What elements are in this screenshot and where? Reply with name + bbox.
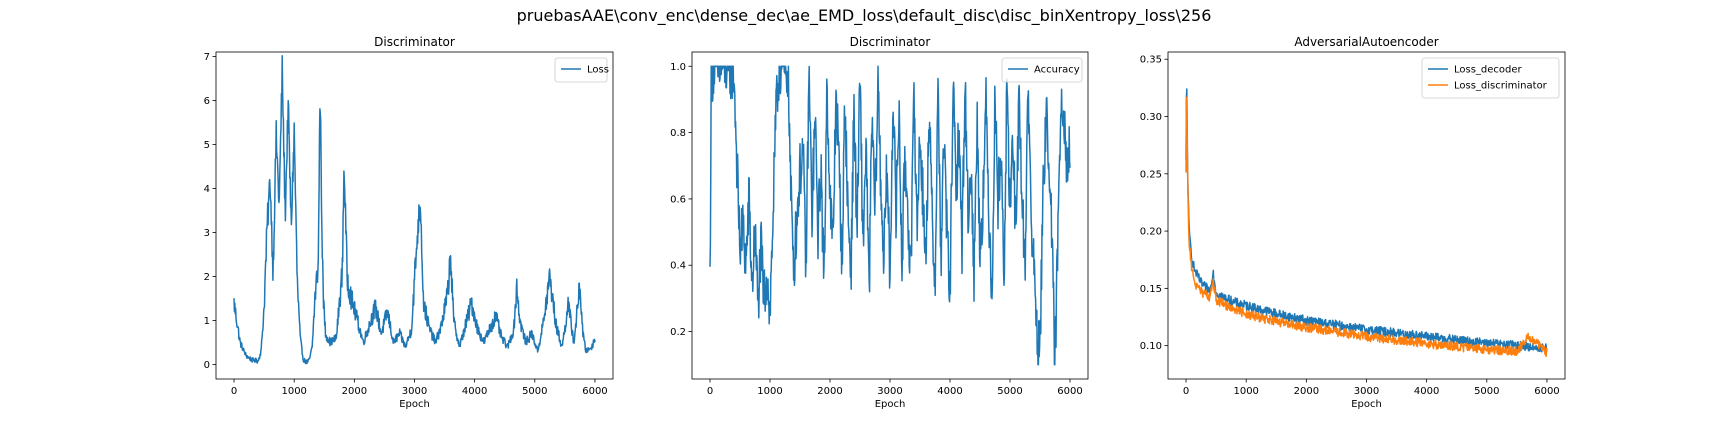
chart-title: Discriminator: [374, 35, 455, 49]
x-tick-label: 2000: [817, 386, 842, 397]
y-tick-label: 1: [204, 316, 210, 327]
y-tick-label: 3: [204, 228, 210, 239]
series-line-loss-discriminator: [1185, 96, 1548, 358]
series-line-loss: [233, 54, 596, 365]
legend-label: Accuracy: [1034, 65, 1080, 76]
x-tick-label: 3000: [877, 386, 902, 397]
x-tick-label: 0: [707, 386, 713, 397]
legend-box: [554, 57, 608, 83]
legend-box: [1001, 57, 1083, 83]
y-tick-label: 2: [204, 272, 210, 283]
x-tick-label: 4000: [462, 386, 487, 397]
series-line-accuracy: [709, 65, 1071, 366]
y-tick-label: 0: [204, 360, 210, 371]
y-tick-label: 0.35: [1140, 55, 1162, 66]
chart-title: Discriminator: [850, 35, 931, 49]
x-tick-label: 2000: [342, 386, 367, 397]
chart-panel-2: Discriminator 0 1000 2000 3000 4000 5000 6000 0.…: [670, 35, 1089, 410]
x-tick-label: 6000: [582, 386, 607, 397]
y-tick-label: 0.4: [670, 261, 686, 272]
y-tick-label: 0.30: [1140, 112, 1162, 123]
chart-panel-1: Discriminator 0 1000 2000 3000 4000 5000 6000 0 1…: [204, 35, 614, 410]
x-tick-label: 2000: [1294, 386, 1319, 397]
y-tick-label: 0.25: [1140, 169, 1162, 180]
y-tick-label: 0.20: [1140, 227, 1162, 238]
chart-title: AdversarialAutoencoder: [1294, 35, 1438, 49]
x-tick-label: 1000: [1233, 386, 1258, 397]
legend-label: Loss_decoder: [1454, 65, 1523, 76]
x-tick-label: 5000: [522, 386, 547, 397]
y-tick-label: 0.2: [670, 327, 686, 338]
y-tick-label: 0.8: [670, 128, 686, 139]
series-line-loss-decoder: [1185, 88, 1548, 353]
x-tick-label: 4000: [1414, 386, 1439, 397]
x-axis-label: Epoch: [399, 399, 430, 410]
x-tick-label: 3000: [402, 386, 427, 397]
x-tick-label: 6000: [1534, 386, 1559, 397]
x-tick-label: 1000: [757, 386, 782, 397]
x-tick-label: 5000: [1474, 386, 1499, 397]
x-tick-label: 4000: [937, 386, 962, 397]
y-tick-label: 0.10: [1140, 341, 1162, 352]
y-tick-label: 6: [204, 96, 210, 107]
y-tick-label: 4: [204, 184, 210, 195]
chart-panel-3: AdversarialAutoencoder 0 1000 2000 3000 4000 5…: [1140, 35, 1566, 410]
x-axis-label: Epoch: [1351, 399, 1382, 410]
legend-box: [1421, 57, 1560, 99]
x-tick-label: 0: [1183, 386, 1189, 397]
y-tick-label: 0.6: [670, 194, 686, 205]
y-tick-label: 1.0: [670, 62, 686, 73]
y-tick-label: 5: [204, 140, 210, 151]
x-tick-label: 6000: [1057, 386, 1082, 397]
x-tick-label: 0: [231, 386, 237, 397]
figure-suptitle: pruebasAAE\conv_enc\dense_dec\ae_EMD_los…: [517, 6, 1212, 26]
x-tick-label: 1000: [281, 386, 306, 397]
legend-label: Loss_discriminator: [1454, 81, 1548, 92]
y-tick-label: 7: [204, 52, 210, 63]
x-axis-label: Epoch: [875, 399, 906, 410]
legend-label: Loss: [587, 65, 609, 76]
x-tick-label: 5000: [997, 386, 1022, 397]
x-tick-label: 3000: [1354, 386, 1379, 397]
y-tick-label: 0.15: [1140, 284, 1162, 295]
